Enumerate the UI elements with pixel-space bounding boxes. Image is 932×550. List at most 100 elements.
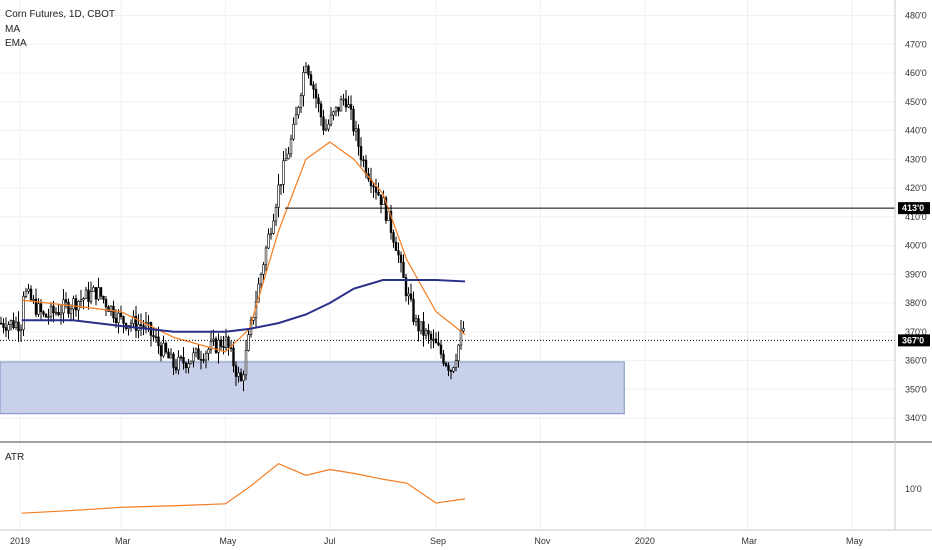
candle-body [207,349,210,354]
candle-body [247,334,250,351]
y-tick-label: 410'0 [905,212,927,222]
candle-body [397,250,400,256]
x-tick-label: May [846,536,864,546]
candle-body [312,84,315,90]
candle-body [42,311,45,315]
candle-body [269,233,273,235]
candle-body [374,186,378,193]
candle-body [199,358,203,361]
ema-legend[interactable]: EMA [5,38,27,49]
candle-body [307,65,310,76]
candle-body [339,98,343,112]
candle-body [267,233,270,249]
candle-body [399,254,403,263]
candle-body [394,241,398,251]
candle-body [202,359,205,361]
candle-body [197,348,200,360]
candle-body [159,345,163,357]
candle-body [347,104,350,108]
candle-body [317,97,320,105]
candle-body [439,344,443,355]
candle-body [194,348,198,354]
candle-body [122,316,125,324]
candle-body [114,317,118,324]
candle-body [49,305,53,317]
candle-body [324,128,328,131]
candle-body [169,353,173,359]
candle-body [209,340,213,350]
candle-body [232,347,235,367]
candle-body [352,108,355,132]
candle-body [112,305,115,319]
candle-body [39,303,43,313]
candle-body [442,353,445,364]
candle-body [414,318,418,323]
candle-body [44,313,48,318]
candle-body [102,296,105,300]
candle-body [214,338,218,353]
candle-body [349,104,353,110]
time-axis[interactable]: 2019 Mar May Jul Sep Nov 2020 Mar May [10,536,863,546]
x-tick-label: Nov [534,536,551,546]
candle-body [292,123,295,140]
candle-body [52,305,55,314]
ma-line [21,279,466,333]
y-tick-label: 430'0 [905,154,927,164]
y-tick-label: 400'0 [905,241,927,251]
y-tick-label: 480'0 [905,11,927,21]
candle-body [387,211,390,221]
candle-body [337,106,340,112]
ema-line [21,141,466,353]
x-tick-label: Sep [430,536,446,546]
candle-body [152,335,155,338]
candle-body [434,338,438,344]
y-tick-label: 350'0 [905,384,927,394]
candle-body [179,356,183,359]
candle-body [24,290,28,297]
candle-body [222,346,225,348]
candle-body [322,116,325,131]
price-axis[interactable]: 340'0 350'0 360'0 370'0 380'0 390'0 400'0 410'0… [905,11,927,424]
candle-body [304,65,308,73]
candle-body [294,114,298,125]
candle-body [409,293,413,300]
atr-legend[interactable]: ATR [5,452,24,463]
candle-body [142,325,145,328]
support-zone[interactable] [0,361,625,415]
symbol-title[interactable]: Corn Futures, 1D, CBOT [5,9,115,20]
candle-body [172,353,175,368]
candle-body [119,312,123,317]
candle-body [219,339,223,347]
candle-body [299,95,303,108]
candle-body [422,321,425,336]
candle-body [437,342,440,346]
ma-legend[interactable]: MA [5,24,20,35]
candle-body [19,329,23,332]
candle-body [279,184,283,186]
candle-body [224,336,228,348]
candle-body [332,111,335,116]
candle-body [402,262,405,278]
candle-body [94,287,98,300]
candle-body [87,289,90,302]
candle-body [4,327,8,331]
candle-body [47,316,50,318]
candle-body [377,192,380,196]
candle-body [132,315,135,324]
candle-body [447,365,450,371]
candle-body [189,360,193,364]
candle-body [69,308,73,314]
candle-body [74,298,78,311]
candle-body [454,360,458,368]
candle-body [319,103,323,118]
candle-body [357,128,360,147]
candle-body [449,370,453,372]
candle-body [2,322,5,328]
candle-body [329,114,333,125]
candle-body [107,306,110,312]
y-tick-label: 360'0 [905,356,927,366]
candle-body [77,301,80,311]
resistance-price-label: 413'0 [902,203,924,213]
